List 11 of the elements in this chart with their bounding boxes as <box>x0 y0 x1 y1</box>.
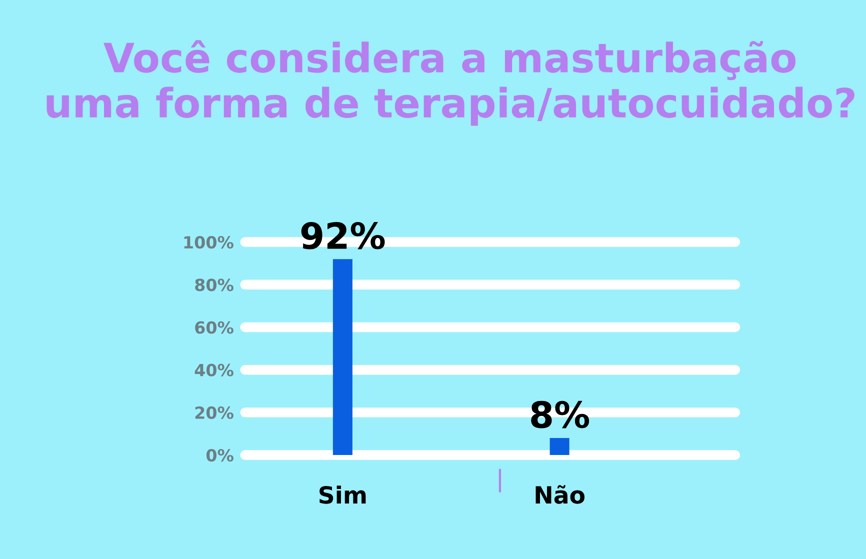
y-tick-label: 60% <box>195 321 234 334</box>
data-label: 8% <box>531 400 590 428</box>
y-tick-label: 100% <box>184 236 234 249</box>
data-label: 92% <box>301 222 385 250</box>
x-tick-label: Sim <box>320 486 366 504</box>
y-tick-label: 0% <box>206 448 234 462</box>
y-tick-label: 20% <box>195 406 234 419</box>
chart-title: Você considera a masturbação uma forma de terapia/autocuidado? <box>46 40 854 126</box>
y-tick-label: 40% <box>194 364 234 376</box>
x-tick-label: Não <box>536 485 584 504</box>
y-tick-label: 80% <box>195 278 234 292</box>
